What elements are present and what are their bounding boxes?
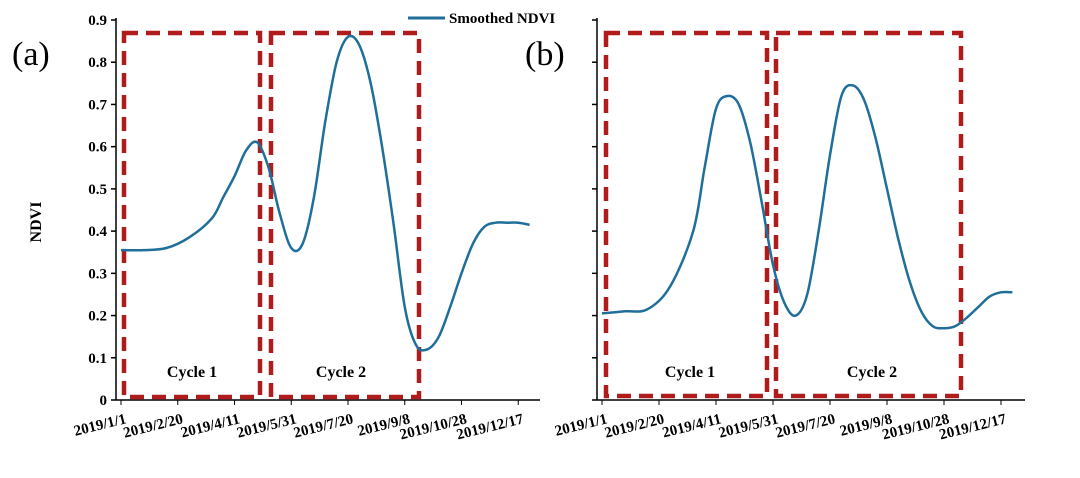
panel-b-ndvi-line [601,83,1013,330]
panel-a-label: (a) [12,36,50,73]
panel-a-cycle-1-label: Cycle 1 [167,364,217,381]
panel-a-ndvi-line [120,34,530,352]
panel-a: (a) NDVI 0 0.1 0.2 0.3 0.4 0.5 0.6 0.7 0.8 0.9 20… [12,13,540,443]
panel-a-cycle-boxes [121,30,422,400]
panel-a-y-tick-label: 0.2 [88,309,107,325]
panel-a-y-tick-label: 0.8 [88,55,107,71]
panel-a-y-tick-label: 0.1 [88,351,107,367]
panel-b-x-tick-label: 2019/4/11 [661,411,723,441]
panel-a-y-tick-label: 0.5 [88,182,107,198]
panel-a-x-tick-label: 2019/1/1 [72,411,128,439]
panel-a-cycle-2-box [268,30,422,400]
panel-a-x-tick-label: 2019/2/20 [122,411,185,441]
panel-a-y-tick-label: 0.6 [88,140,107,156]
panel-b-cycle-1-label: Cycle 1 [665,364,715,381]
panel-a-x-tick-label: 2019/4/11 [179,411,241,441]
panel-b-y-ticks [592,19,597,401]
panel-b: (b) 2019/1/12019/2/202019/4/112019/5/312… [525,18,1025,443]
panel-b-x-tick-label: 2019/12/17 [938,411,1009,443]
panel-b-x-tick-label: 2019/2/20 [603,411,666,441]
panel-a-x-tick-label: 2019/5/31 [235,411,298,441]
panel-a-y-tick-label: 0.4 [88,224,107,240]
panel-b-x-tick-label: 2019/7/20 [774,411,837,441]
panel-b-cycle-1-box [603,30,770,399]
panel-b-cycle-boxes [603,30,964,399]
panel-a-x-tick-label: 2019/7/20 [292,411,355,441]
y-axis-label: NDVI [28,202,45,243]
panel-a-x-ticks: 2019/1/12019/2/202019/4/112019/5/312019/… [72,400,526,443]
panel-b-x-ticks: 2019/1/12019/2/202019/4/112019/5/312019/… [553,400,1008,443]
panel-a-cycle-2-label: Cycle 2 [316,364,366,381]
panel-a-cycle-1-box [121,30,263,400]
legend: Smoothed NDVI [408,11,555,27]
panel-a-y-ticks: 0 0.1 0.2 0.3 0.4 0.5 0.6 0.7 0.8 0.9 [88,13,116,409]
panel-b-cycle-2-label: Cycle 2 [847,364,897,381]
panel-a-y-tick-label: 0.9 [88,13,107,29]
panel-a-y-tick-label: 0 [100,393,108,409]
panel-b-x-tick-label: 2019/5/31 [717,411,780,441]
panel-a-cycle-labels: Cycle 1 Cycle 2 [167,364,366,381]
panel-a-y-tick-label: 0.3 [88,266,107,282]
panel-a-y-tick-label: 0.7 [88,97,107,113]
legend-label: Smoothed NDVI [449,11,555,27]
panel-b-cycle-labels: Cycle 1 Cycle 2 [665,364,897,381]
panel-b-label: (b) [525,36,565,73]
panel-b-cycle-2-box [773,30,964,399]
panel-b-x-tick-label: 2019/1/1 [553,411,609,439]
